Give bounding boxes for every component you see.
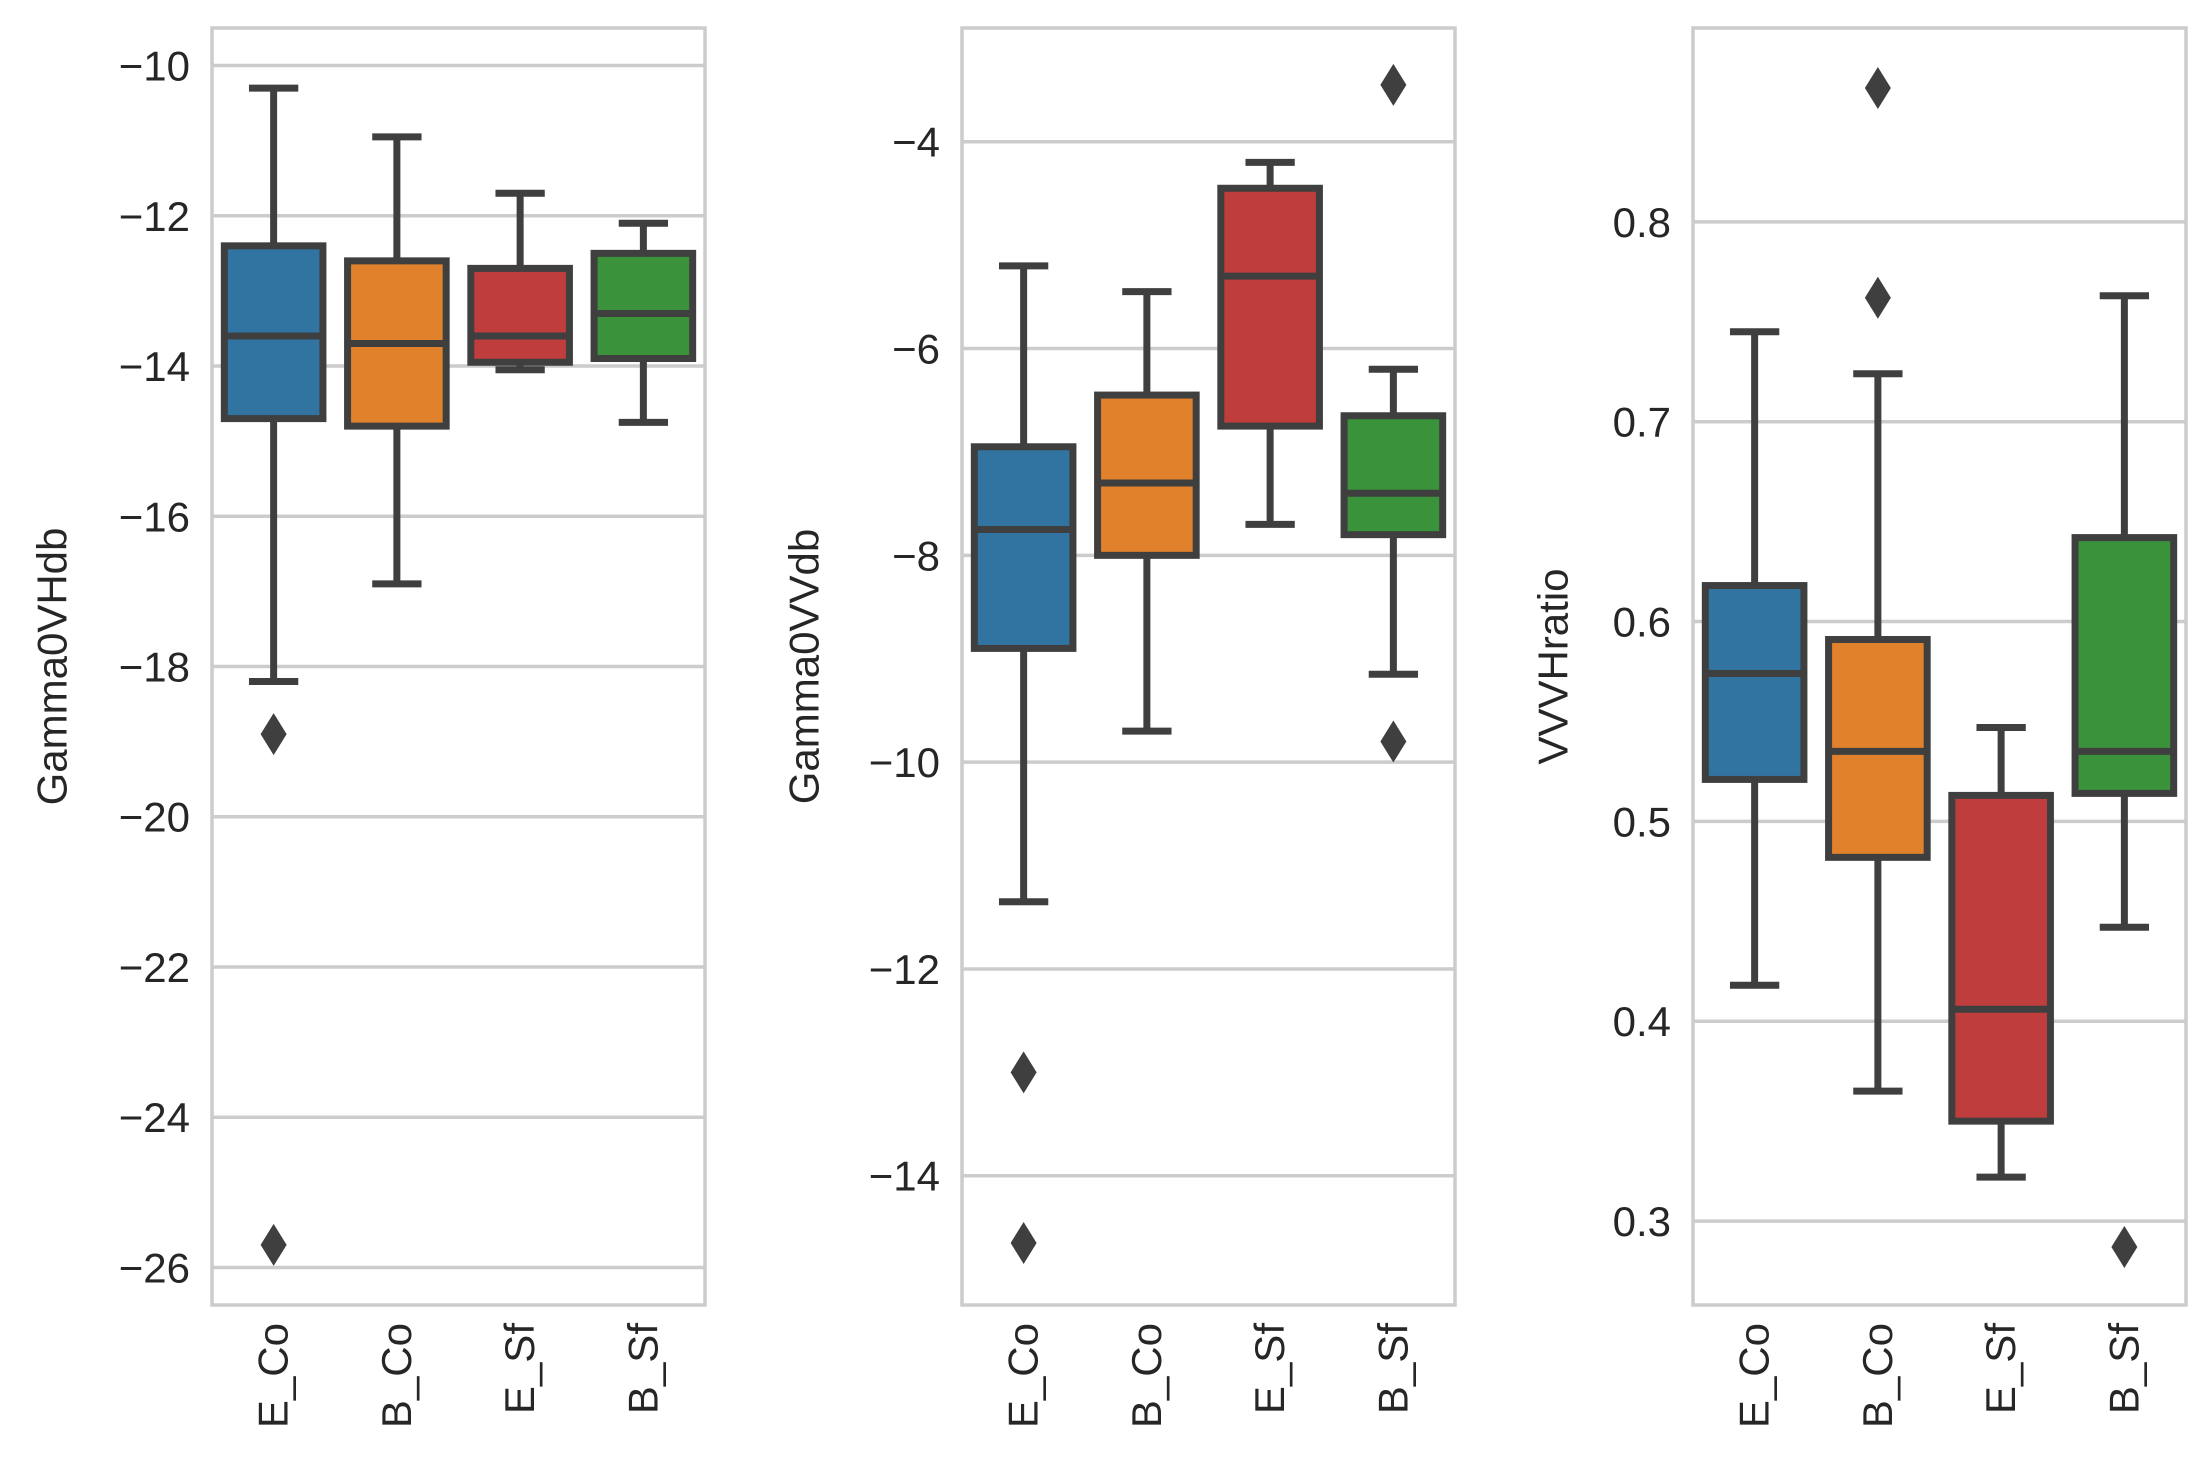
box-e-sf [1948,723,2054,1181]
x-tick-label: B_Sf [619,1323,666,1414]
x-tick-label: B_Co [373,1323,420,1428]
box-b-co [344,133,450,588]
box-b-sf [1340,63,1447,763]
outlier-marker [2111,1226,2138,1269]
iqr-box [1948,791,2054,1125]
x-tick-label: E_Sf [1246,1323,1293,1414]
y-tick-label: −12 [119,193,190,240]
box-b-co [1094,288,1200,735]
y-tick-label: −12 [869,946,940,993]
y-tick-label: 0.6 [1613,599,1671,646]
y-tick-label: −24 [119,1094,190,1141]
y-tick-label: −4 [892,119,940,166]
panel-gamma0vvdb: −14 −12 −10 −8 −6 −4 Gamma0VVdb E_Co B_Co E_Sf B_S… [781,26,1457,1428]
iqr-box [467,264,573,366]
iqr-box [220,242,327,423]
y-tick-label: −20 [119,794,190,841]
plot-frame [1691,26,2188,1307]
outlier-marker [1010,1051,1037,1094]
outlier-marker [260,1223,287,1266]
y-tick-label: 0.5 [1613,798,1671,845]
y-tick-label: −14 [119,343,190,390]
box-e-co [970,262,1077,1264]
box-b-sf [2071,292,2178,1269]
iqr-box [970,443,1077,652]
plot-frame [960,26,1457,1307]
iqr-box [1701,582,1808,783]
y-tick-label: −10 [119,43,190,90]
y-tick-label: 0.4 [1613,998,1671,1045]
box-e-co [220,84,327,1266]
outlier-marker [1864,276,1891,319]
panel-gamma0vhdb: −26 −24 −22 −20 −18 −16 −14 −12 −10 Gamma0VHdb E_C… [29,26,707,1428]
box-e-co [1701,328,1808,989]
box-b-co [1825,66,1931,1095]
x-tick-label: E_Co [1000,1323,1047,1428]
y-axis-label: VVVHratio [1530,568,1577,764]
iqr-box [1217,184,1323,430]
y-tick-label: −14 [869,1153,940,1200]
iqr-box [2071,534,2178,797]
y-tick-label: −18 [119,644,190,691]
outlier-marker [1380,720,1407,763]
y-tick-label: 0.3 [1613,1198,1671,1245]
y-tick-label: −16 [119,493,190,540]
y-tick-label: −22 [119,944,190,991]
x-tick-label: E_Sf [496,1323,543,1414]
iqr-box [590,249,697,363]
y-tick-label: −26 [119,1244,190,1291]
plot-frame [210,26,707,1307]
box-b-sf [590,219,697,426]
y-tick-label: −8 [892,532,940,579]
x-tick-label: B_Sf [2100,1323,2147,1414]
x-tick-label: B_Sf [1369,1323,1416,1414]
x-tick-label: E_Co [1731,1323,1778,1428]
x-tick-label: E_Sf [1977,1323,2024,1414]
box-e-sf [1217,158,1323,528]
outlier-marker [1380,63,1407,106]
x-tick-label: B_Co [1123,1323,1170,1428]
box-e-sf [467,189,573,374]
iqr-box [1094,391,1200,559]
x-tick-label: E_Co [250,1323,297,1428]
panel-vvvhratio: 0.3 0.4 0.5 0.6 0.7 0.8 VVVHratio E_Co B_Co E_Sf B… [1530,26,2188,1428]
y-axis-label: Gamma0VVdb [781,529,828,804]
y-tick-label: 0.8 [1613,199,1671,246]
y-tick-label: 0.7 [1613,399,1671,446]
y-axis-label: Gamma0VHdb [29,528,76,806]
outlier-marker [260,713,287,756]
y-tick-label: −6 [892,326,940,373]
iqr-box [1340,412,1447,539]
x-tick-label: B_Co [1854,1323,1901,1428]
y-tick-label: −10 [869,739,940,786]
outlier-marker [1010,1221,1037,1264]
outlier-marker [1864,66,1891,109]
